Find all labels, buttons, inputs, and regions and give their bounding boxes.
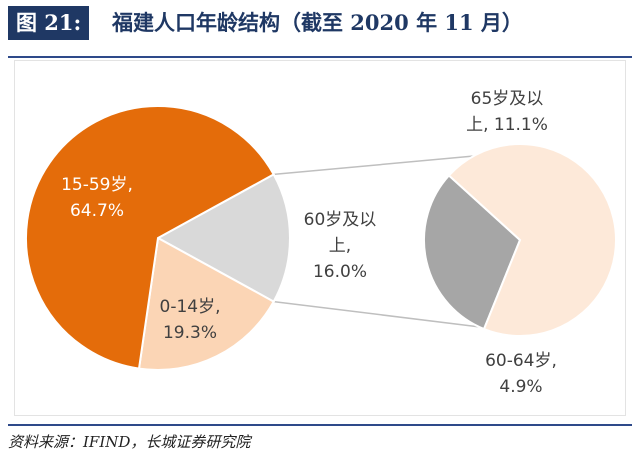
bottom-rule: [8, 424, 632, 426]
slice-0-14: [137, 236, 276, 371]
figure-number-badge: 图 21:: [8, 6, 90, 40]
label-0-14-line1: 0-14岁,: [160, 297, 221, 317]
top-rule: [8, 56, 632, 58]
label-15-59-line1: 15-59岁,: [61, 175, 133, 195]
main-pie: [24, 105, 291, 371]
figure-header: 图 21: 福建人口年龄结构（截至 2020 年 11 月）: [8, 6, 632, 40]
label-60plus-line1: 60岁及以: [304, 210, 377, 230]
slice-60plus: [155, 173, 291, 303]
slice-60-64: [423, 174, 522, 331]
figure-title: 福建人口年龄结构（截至 2020 年 11 月）: [112, 10, 523, 35]
label-15-59-value: 64.7%: [70, 201, 124, 221]
slice-15-59: [24, 105, 276, 370]
connector-lines: [273, 155, 481, 328]
label-65plus-value: 上, 11.1%: [466, 115, 548, 135]
label-0-14-value: 19.3%: [163, 323, 217, 343]
source-note: 资料来源：IFIND，长城证券研究院: [8, 433, 251, 451]
label-60plus-value: 16.0%: [313, 262, 367, 282]
slice-65plus: [447, 143, 617, 337]
chart-frame: [14, 60, 626, 416]
label-60plus-line2: 上,: [329, 236, 351, 256]
label-60-64-line1: 60-64岁,: [485, 351, 557, 371]
label-65plus-line1: 65岁及以: [471, 89, 544, 109]
connector-bottom: [273, 300, 481, 328]
label-60-64-value: 4.9%: [499, 377, 542, 397]
connector-top: [273, 155, 475, 176]
secondary-pie: [423, 143, 617, 337]
